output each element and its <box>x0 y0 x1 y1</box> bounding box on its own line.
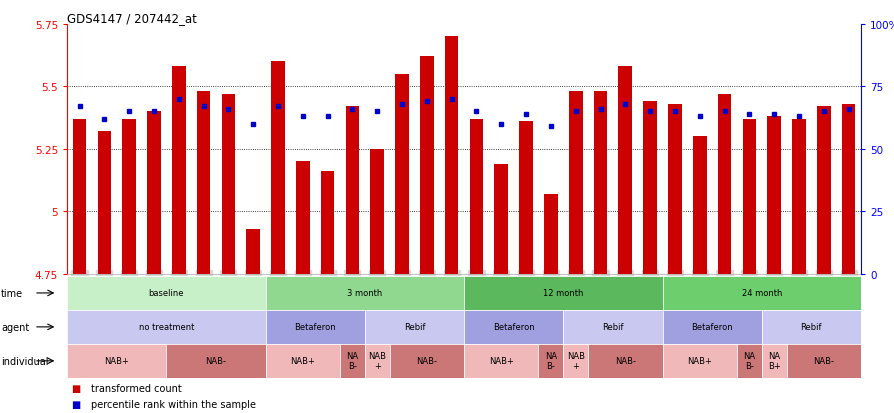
Bar <box>816 107 830 274</box>
Bar <box>717 95 730 274</box>
Text: NAB-: NAB- <box>614 356 635 366</box>
Text: Betaferon: Betaferon <box>493 323 534 332</box>
Text: Rebif: Rebif <box>800 323 822 332</box>
Text: NAB
+: NAB + <box>367 351 386 370</box>
Text: individual: individual <box>1 356 48 366</box>
Bar <box>667 104 681 274</box>
Text: 3 month: 3 month <box>347 289 382 298</box>
Text: NAB+: NAB+ <box>488 356 513 366</box>
Bar <box>197 92 210 274</box>
Bar <box>519 122 532 274</box>
Bar <box>841 104 855 274</box>
Text: time: time <box>1 288 23 298</box>
Bar <box>222 95 235 274</box>
Bar <box>493 164 508 274</box>
Text: NA
B-: NA B- <box>742 351 755 370</box>
Text: ■: ■ <box>72 383 80 393</box>
Text: 12 month: 12 month <box>543 289 583 298</box>
Text: transformed count: transformed count <box>91 383 181 393</box>
Text: Betaferon: Betaferon <box>690 323 732 332</box>
Bar <box>147 112 161 274</box>
Text: GDS4147 / 207442_at: GDS4147 / 207442_at <box>67 12 197 25</box>
Text: agent: agent <box>1 322 30 332</box>
Bar <box>246 229 260 274</box>
Bar <box>544 195 557 274</box>
Bar <box>569 92 582 274</box>
Bar <box>593 92 607 274</box>
Bar <box>419 57 434 274</box>
Text: 24 month: 24 month <box>741 289 781 298</box>
Text: NAB+: NAB+ <box>105 356 129 366</box>
Bar <box>122 120 136 274</box>
Text: Betaferon: Betaferon <box>294 323 335 332</box>
Text: no treatment: no treatment <box>139 323 194 332</box>
Text: percentile rank within the sample: percentile rank within the sample <box>91 399 256 409</box>
Text: NAB-: NAB- <box>206 356 226 366</box>
Bar <box>791 120 805 274</box>
Text: NAB+: NAB+ <box>687 356 712 366</box>
Bar <box>320 172 334 274</box>
Bar <box>345 107 358 274</box>
Bar <box>271 62 284 274</box>
Text: Rebif: Rebif <box>403 323 425 332</box>
Text: NAB-: NAB- <box>813 356 833 366</box>
Bar <box>469 120 483 274</box>
Text: NA
B-: NA B- <box>346 351 358 370</box>
Bar <box>172 67 185 274</box>
Bar <box>395 75 409 274</box>
Bar <box>296 162 309 274</box>
Bar <box>370 150 384 274</box>
Text: Rebif: Rebif <box>602 323 623 332</box>
Bar <box>766 117 780 274</box>
Text: NAB-: NAB- <box>416 356 437 366</box>
Bar <box>692 137 705 274</box>
Bar <box>97 132 111 274</box>
Bar <box>618 67 631 274</box>
Bar <box>643 102 656 274</box>
Bar <box>444 37 458 274</box>
Text: baseline: baseline <box>148 289 184 298</box>
Text: NAB+: NAB+ <box>290 356 315 366</box>
Text: ■: ■ <box>72 399 80 409</box>
Text: NA
B+: NA B+ <box>767 351 780 370</box>
Bar <box>72 120 86 274</box>
Bar <box>742 120 755 274</box>
Text: NAB
+: NAB + <box>566 351 584 370</box>
Text: NA
B-: NA B- <box>544 351 556 370</box>
